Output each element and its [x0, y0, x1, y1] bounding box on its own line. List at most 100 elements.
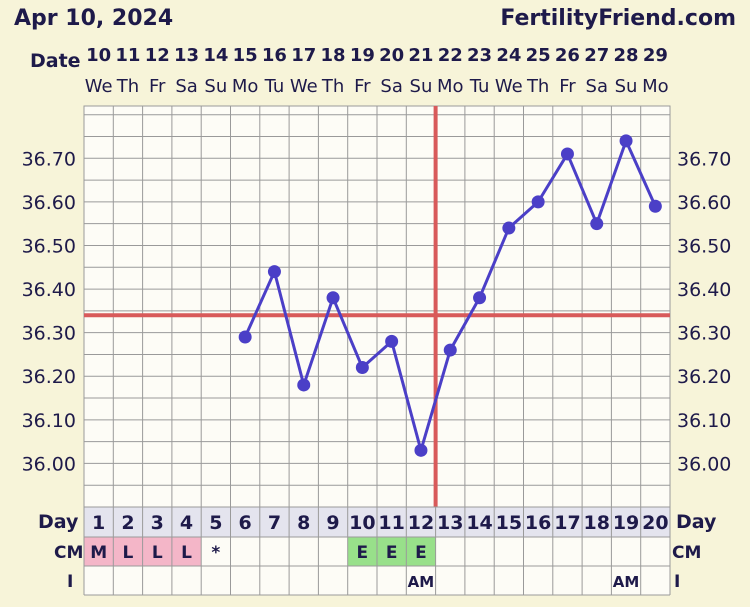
intercourse-value: AM — [408, 573, 435, 591]
cycle-day-number: 19 — [613, 512, 639, 534]
temperature-point — [531, 195, 545, 209]
temperature-point — [473, 291, 487, 305]
weekday-label: Th — [526, 76, 549, 97]
y-tick-label-left: 36.50 — [22, 235, 76, 257]
date-number: 17 — [291, 45, 316, 66]
weekday-label: Fr — [559, 76, 576, 97]
cycle-day-number: 5 — [209, 512, 222, 534]
cycle-day-number: 10 — [349, 512, 375, 534]
weekday-label: Su — [204, 76, 227, 97]
cm-value: * — [211, 543, 220, 563]
cm-cell-bg — [377, 537, 407, 566]
cycle-day-number: 2 — [121, 512, 134, 534]
cycle-day-number: 15 — [496, 512, 522, 534]
cycle-day-number: 12 — [408, 512, 434, 534]
cycle-day-number: 13 — [437, 512, 463, 534]
temperature-point — [560, 147, 574, 161]
cm-cell-bg — [84, 537, 114, 566]
cycle-day-number: 17 — [554, 512, 580, 534]
cycle-day-number: 9 — [326, 512, 339, 534]
cm-cell-bg — [406, 537, 436, 566]
cm-cell-bg — [347, 537, 377, 566]
date-number: 28 — [614, 45, 639, 66]
site-name[interactable]: FertilityFriend.com — [500, 6, 736, 31]
cycle-day-number: 4 — [180, 512, 193, 534]
cm-value: L — [181, 543, 192, 563]
cm-value: E — [386, 543, 398, 563]
temperature-point — [385, 334, 399, 348]
weekday-label: Tu — [264, 76, 285, 97]
weekday-label: Fr — [149, 76, 166, 97]
cm-value: L — [152, 543, 163, 563]
date-number: 14 — [203, 45, 228, 66]
weekday-label: Tu — [469, 76, 490, 97]
cycle-day-number: 7 — [268, 512, 281, 534]
y-tick-label-right: 36.20 — [677, 366, 731, 388]
weekday-label: Su — [410, 76, 433, 97]
cm-row-label-left: CM — [54, 543, 83, 563]
cycle-day-number: 11 — [378, 512, 404, 534]
y-tick-label-left: 36.30 — [22, 323, 76, 345]
cm-cell-bg — [142, 537, 172, 566]
weekday-label: Sa — [586, 76, 608, 97]
cm-value: E — [415, 543, 427, 563]
date-number: 11 — [115, 45, 140, 66]
y-tick-label-right: 36.70 — [677, 148, 731, 170]
date-label: Date — [30, 50, 81, 72]
y-tick-label-right: 36.10 — [677, 410, 731, 432]
cycle-day-number: 3 — [151, 512, 164, 534]
cycle-day-number: 16 — [525, 512, 551, 534]
temperature-point — [238, 330, 252, 344]
weekday-label: Th — [116, 76, 139, 97]
intercourse-value: AM — [613, 573, 640, 591]
cycle-day-number: 1 — [92, 512, 105, 534]
weekday-label: Sa — [380, 76, 402, 97]
date-number: 19 — [350, 45, 375, 66]
y-tick-label-right: 36.30 — [677, 323, 731, 345]
date-number: 16 — [262, 45, 287, 66]
day-row-label-right: Day — [676, 511, 717, 533]
temperature-point — [590, 217, 604, 231]
i-row-label-right: I — [674, 572, 680, 592]
y-tick-label-left: 36.20 — [22, 366, 76, 388]
i-row-label-left: I — [67, 572, 73, 592]
date-number: 29 — [643, 45, 668, 66]
temperature-point — [619, 134, 633, 148]
weekday-label: Mo — [232, 76, 259, 97]
date-number: 22 — [438, 45, 463, 66]
cycle-day-number: 20 — [642, 512, 668, 534]
temperature-point — [502, 221, 516, 235]
date-number: 24 — [496, 45, 521, 66]
weekday-label: Sa — [175, 76, 197, 97]
date-number: 23 — [467, 45, 492, 66]
y-tick-label-left: 36.10 — [22, 410, 76, 432]
weekday-label: Mo — [642, 76, 669, 97]
temperature-point — [326, 291, 340, 305]
y-tick-label-right: 36.40 — [677, 279, 731, 301]
weekday-label: Mo — [437, 76, 464, 97]
weekday-label: We — [85, 76, 113, 97]
cm-value: L — [123, 543, 134, 563]
day-row-label-left: Day — [38, 511, 79, 533]
date-number: 15 — [233, 45, 258, 66]
date-number: 26 — [555, 45, 580, 66]
y-tick-label-left: 36.40 — [22, 279, 76, 301]
date-number: 10 — [86, 45, 111, 66]
date-number: 21 — [408, 45, 433, 66]
cm-row-label-right: CM — [672, 543, 701, 563]
y-tick-label-right: 36.50 — [677, 235, 731, 257]
date-number: 18 — [321, 45, 346, 66]
y-tick-label-left: 36.00 — [22, 453, 76, 475]
weekday-label: Su — [615, 76, 638, 97]
temperature-point — [267, 265, 281, 279]
temperature-point — [297, 378, 311, 392]
weekday-label: Fr — [354, 76, 371, 97]
date-number: 12 — [145, 45, 170, 66]
date-number: 25 — [526, 45, 551, 66]
cm-value: M — [90, 543, 107, 563]
weekday-label: We — [290, 76, 318, 97]
cycle-day-number: 8 — [297, 512, 310, 534]
cycle-day-number: 6 — [239, 512, 252, 534]
temperature-point — [414, 443, 428, 457]
